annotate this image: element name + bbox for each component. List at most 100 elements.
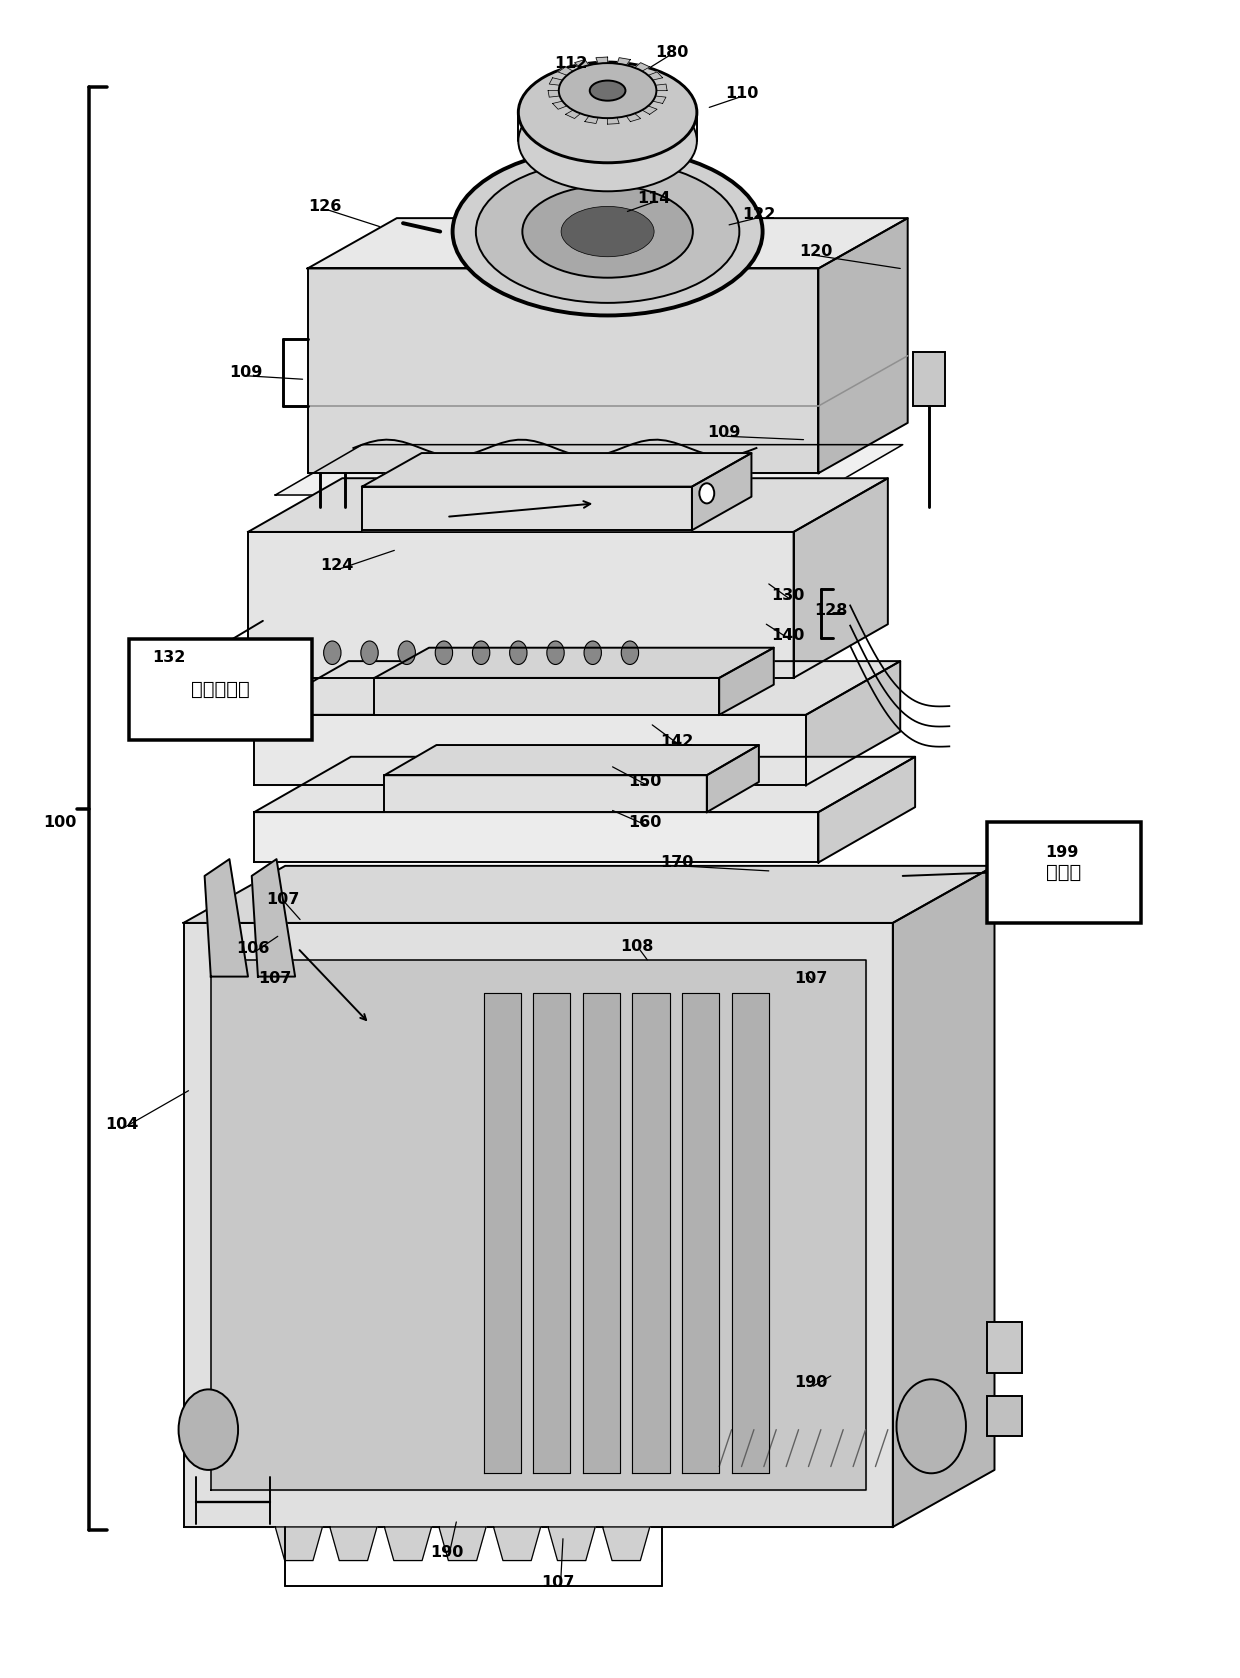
Bar [913,352,945,406]
Text: 107: 107 [267,893,299,906]
Text: 红外传感器: 红外传感器 [191,680,250,700]
Polygon shape [184,923,893,1527]
Ellipse shape [518,91,697,191]
Text: 180: 180 [656,45,688,59]
Text: 107: 107 [542,1576,574,1589]
Polygon shape [583,993,620,1473]
Polygon shape [384,745,759,775]
Text: 122: 122 [743,208,775,221]
Polygon shape [484,993,521,1473]
Text: 104: 104 [105,1118,138,1131]
Polygon shape [330,1527,377,1561]
Text: 160: 160 [629,816,661,829]
Text: 190: 190 [430,1545,463,1559]
Text: 140: 140 [771,629,804,643]
Polygon shape [632,993,670,1473]
Polygon shape [626,114,641,121]
FancyBboxPatch shape [987,822,1141,923]
Text: 107: 107 [795,972,827,985]
Text: 112: 112 [554,57,587,70]
Circle shape [179,1389,238,1470]
Polygon shape [618,57,630,65]
Circle shape [699,483,714,503]
Text: 150: 150 [629,775,661,789]
Circle shape [324,641,341,664]
Polygon shape [254,757,915,812]
Text: 108: 108 [621,940,653,953]
Polygon shape [362,487,692,530]
Polygon shape [275,1527,322,1561]
Polygon shape [549,77,563,86]
Text: 170: 170 [661,856,693,869]
Polygon shape [374,678,719,715]
Polygon shape [707,745,759,812]
Text: 126: 126 [309,200,341,213]
Text: 199: 199 [1045,846,1078,859]
Circle shape [398,641,415,664]
Text: 142: 142 [661,735,693,748]
Polygon shape [719,648,774,715]
Polygon shape [254,715,806,785]
Polygon shape [608,117,619,124]
Polygon shape [603,1527,650,1561]
Circle shape [897,1379,966,1473]
Polygon shape [384,1527,432,1561]
Polygon shape [308,218,908,268]
Ellipse shape [559,64,656,117]
Polygon shape [211,960,866,1490]
Polygon shape [184,866,994,923]
Text: 114: 114 [637,191,670,205]
Text: 109: 109 [229,366,262,379]
Ellipse shape [522,186,693,279]
FancyBboxPatch shape [129,639,312,740]
Circle shape [584,641,601,664]
Polygon shape [548,91,559,97]
Text: 120: 120 [800,245,832,258]
Ellipse shape [590,81,625,101]
Polygon shape [362,453,751,487]
Polygon shape [533,993,570,1473]
Text: 110: 110 [725,87,758,101]
Polygon shape [635,62,650,70]
Circle shape [547,641,564,664]
Polygon shape [652,96,666,104]
Text: 124: 124 [321,559,353,572]
Polygon shape [649,72,662,81]
Polygon shape [794,478,888,678]
Circle shape [510,641,527,664]
Circle shape [361,641,378,664]
Text: 100: 100 [43,816,76,829]
Text: 106: 106 [237,941,269,955]
Polygon shape [248,532,794,678]
Polygon shape [553,101,567,109]
Polygon shape [205,859,248,977]
Polygon shape [254,661,900,715]
Polygon shape [806,661,900,785]
Ellipse shape [453,148,763,315]
Polygon shape [558,67,573,76]
Polygon shape [818,757,915,862]
Polygon shape [656,84,667,91]
Text: 130: 130 [771,589,804,602]
Polygon shape [642,106,657,114]
Polygon shape [818,218,908,473]
Bar [987,1322,1022,1373]
Ellipse shape [560,206,655,257]
Polygon shape [439,1527,486,1561]
Bar [987,1396,1022,1436]
Text: 132: 132 [153,651,185,664]
Text: 128: 128 [815,604,847,618]
Polygon shape [692,453,751,530]
Polygon shape [254,812,818,862]
Polygon shape [732,993,769,1473]
Text: 109: 109 [708,426,740,440]
Ellipse shape [518,62,697,163]
Polygon shape [384,775,707,812]
Circle shape [435,641,453,664]
Polygon shape [682,993,719,1473]
Circle shape [472,641,490,664]
Polygon shape [252,859,295,977]
Polygon shape [494,1527,541,1561]
Circle shape [621,641,639,664]
Circle shape [286,641,304,664]
